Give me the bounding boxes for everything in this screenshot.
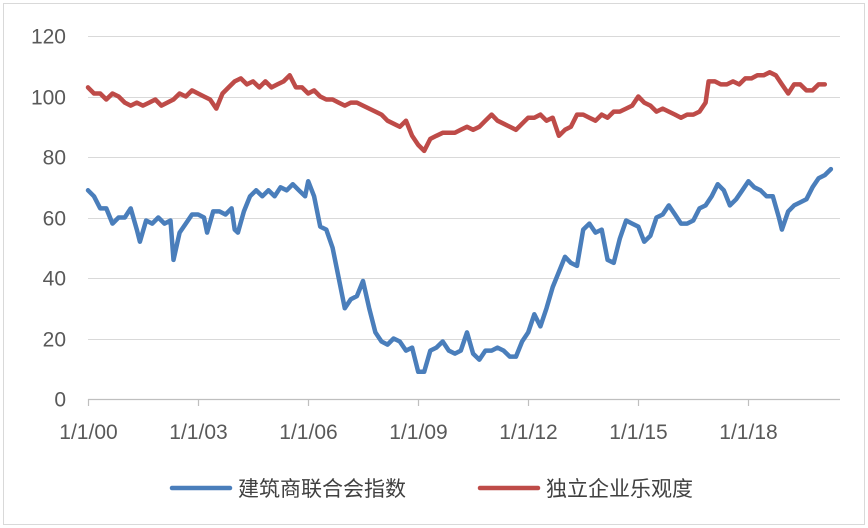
legend-label: 建筑商联合会指数: [238, 477, 406, 501]
chart-frame: [3, 3, 865, 525]
y-tick-label: 20: [43, 329, 66, 352]
x-tick-label: 1/1/09: [389, 421, 447, 444]
y-axis: 0 20 40 60 80 100 120: [31, 26, 66, 412]
x-tick-label: 1/1/12: [499, 421, 557, 444]
y-tick-label: 120: [31, 26, 66, 49]
y-tick-label: 60: [43, 208, 66, 231]
y-tick-label: 100: [31, 87, 66, 110]
legend-label: 独立企业乐观度: [546, 477, 693, 501]
y-tick-label: 80: [43, 147, 66, 170]
legend: 建筑商联合会指数 独立企业乐观度: [169, 477, 693, 501]
x-tick-label: 1/1/15: [609, 421, 667, 444]
series-lines: [85, 70, 834, 375]
x-tick-label: 1/1/00: [59, 421, 117, 444]
x-axis: 1/1/00 1/1/03 1/1/06 1/1/09 1/1/12 1/1/15 1/1/…: [59, 398, 840, 444]
x-tick-label: 1/1/06: [279, 421, 337, 444]
series-line-1: [85, 166, 834, 375]
y-tick-label: 0: [54, 389, 66, 412]
y-tick-label: 40: [43, 268, 66, 291]
x-tick-label: 1/1/03: [169, 421, 227, 444]
x-tick-label: 1/1/18: [719, 421, 777, 444]
series-line-2: [85, 70, 828, 154]
